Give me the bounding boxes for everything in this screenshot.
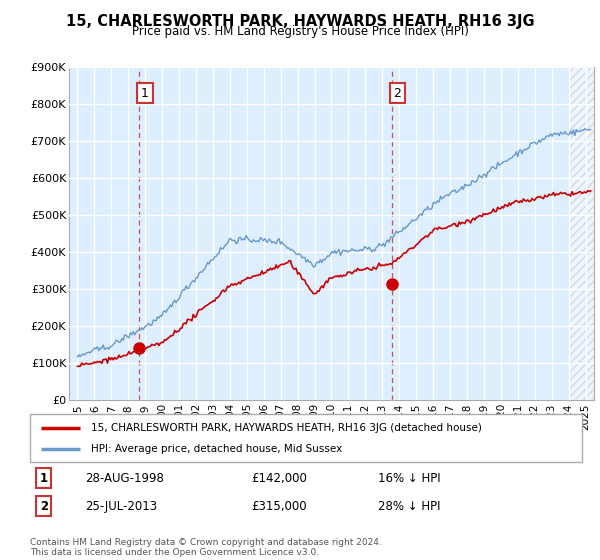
Text: 15, CHARLESWORTH PARK, HAYWARDS HEATH, RH16 3JG (detached house): 15, CHARLESWORTH PARK, HAYWARDS HEATH, R… [91,423,482,433]
Text: 25-JUL-2013: 25-JUL-2013 [85,500,157,513]
Text: 2: 2 [40,500,48,513]
Text: 28-AUG-1998: 28-AUG-1998 [85,472,164,484]
FancyBboxPatch shape [30,414,582,462]
Text: £315,000: £315,000 [251,500,307,513]
Text: 1: 1 [141,87,149,100]
Text: 2: 2 [394,87,401,100]
Text: 15, CHARLESWORTH PARK, HAYWARDS HEATH, RH16 3JG: 15, CHARLESWORTH PARK, HAYWARDS HEATH, R… [65,14,535,29]
Text: HPI: Average price, detached house, Mid Sussex: HPI: Average price, detached house, Mid … [91,444,342,454]
Text: 1: 1 [40,472,48,484]
Text: Price paid vs. HM Land Registry's House Price Index (HPI): Price paid vs. HM Land Registry's House … [131,25,469,38]
Text: 16% ↓ HPI: 16% ↓ HPI [378,472,440,484]
Text: £142,000: £142,000 [251,472,307,484]
Text: 28% ↓ HPI: 28% ↓ HPI [378,500,440,513]
Text: Contains HM Land Registry data © Crown copyright and database right 2024.
This d: Contains HM Land Registry data © Crown c… [30,538,382,557]
